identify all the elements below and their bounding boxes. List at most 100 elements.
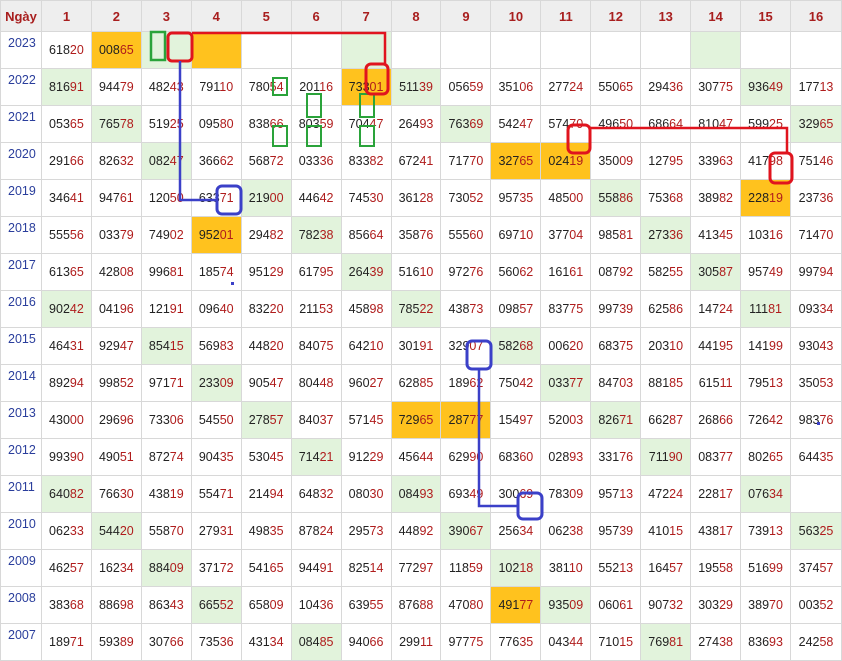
number-head-digits: 912	[348, 450, 370, 464]
number-head-digits: 296	[98, 413, 120, 427]
number-cell: 16161	[540, 253, 592, 291]
number-tail-digits: 91	[419, 339, 434, 353]
number-cell: 90547	[240, 364, 292, 402]
number-tail-digits: 74	[169, 450, 184, 464]
number-head-digits: 765	[98, 117, 120, 131]
number-head-digits: 710	[598, 635, 620, 649]
number-cell: 88409	[140, 549, 192, 587]
number-tail-digits: 39	[619, 524, 634, 538]
number-head-digits: 550	[598, 80, 620, 94]
number-tail-digits: 73	[469, 302, 484, 316]
number-tail-digits: 47	[519, 117, 534, 131]
number-cell: 62885	[390, 364, 442, 402]
number-cell: 14724	[690, 290, 742, 328]
column-header-15: 15	[740, 0, 792, 32]
number-tail-digits: 82	[719, 191, 733, 205]
number-tail-digits: 79	[119, 228, 134, 242]
number-cell: 57145	[340, 401, 392, 439]
number-tail-digits: 03	[569, 413, 584, 427]
number-head-digits: 141	[748, 339, 770, 353]
number-cell: 04196	[90, 290, 142, 328]
number-head-digits: 043	[548, 635, 570, 649]
number-cell: 73052	[440, 179, 492, 217]
number-cell: 44642	[290, 179, 342, 217]
number-tail-digits: 36	[319, 154, 334, 168]
number-tail-digits: 80	[219, 117, 234, 131]
number-cell: 16457	[640, 549, 692, 587]
row-year-label: 2010	[0, 512, 42, 550]
number-head-digits: 769	[648, 635, 670, 649]
number-tail-digits: 35	[219, 450, 234, 464]
number-cell: 02419	[540, 142, 592, 180]
number-tail-digits: 11	[719, 376, 733, 390]
number-cell: 62586	[640, 290, 692, 328]
number-cell: 84037	[290, 401, 342, 439]
number-cell: 98376	[790, 401, 842, 439]
number-head-digits: 904	[198, 450, 220, 464]
number-tail-digits: 17	[719, 487, 733, 501]
number-head-digits: 648	[298, 487, 320, 501]
number-tail-digits: 82	[69, 487, 84, 501]
number-head-digits: 957	[498, 191, 520, 205]
number-cell: 32907	[440, 327, 492, 365]
number-tail-digits: 88	[419, 598, 434, 612]
number-head-digits: 582	[498, 339, 520, 353]
number-tail-digits: 68	[519, 339, 534, 353]
number-head-digits: 033	[548, 376, 570, 390]
table-row: 2011 64082 76630 43819 55471 21494 64832 08030 0…	[0, 475, 842, 513]
number-head-digits: 383	[49, 598, 70, 612]
number-cell: 51925	[140, 105, 192, 143]
number-cell: 99739	[590, 290, 642, 328]
number-tail-digits: 64	[669, 117, 684, 131]
column-header-8: 8	[390, 0, 442, 32]
number-cell: 06233	[40, 512, 92, 550]
number-cell: 39067	[440, 512, 492, 550]
number-head-digits: 826	[98, 154, 120, 168]
number-tail-digits: 35	[269, 524, 284, 538]
number-cell: 45898	[340, 290, 392, 328]
number-tail-digits: 13	[769, 376, 783, 390]
number-head-digits: 936	[748, 80, 770, 94]
number-cell: 11859	[440, 549, 492, 587]
number-cell: 86343	[140, 586, 192, 624]
number-tail-digits: 47	[269, 376, 284, 390]
number-head-digits: 735	[198, 635, 220, 649]
number-cell: 10316	[740, 216, 792, 254]
number-tail-digits: 08	[119, 265, 134, 279]
table-row: 2008 38368 88698 86343 66552 65809 10436 63955 8…	[0, 586, 842, 624]
number-cell: 95129	[240, 253, 292, 291]
number-tail-digits: 36	[669, 228, 684, 242]
number-cell	[790, 31, 842, 69]
number-cell: 44820	[240, 327, 292, 365]
number-head-digits: 872	[148, 450, 170, 464]
number-head-digits: 837	[548, 302, 570, 316]
number-tail-digits: 14	[369, 561, 384, 575]
number-head-digits: 795	[748, 376, 770, 390]
number-tail-digits: 30	[369, 487, 384, 501]
number-head-digits: 430	[49, 413, 70, 427]
number-head-digits: 693	[448, 487, 470, 501]
number-head-digits: 053	[49, 117, 70, 131]
number-head-digits: 541	[248, 561, 270, 575]
number-cell: 78238	[290, 216, 342, 254]
number-cell: 95713	[590, 475, 642, 513]
number-tail-digits: 54	[269, 80, 284, 94]
number-tail-digits: 47	[169, 154, 184, 168]
number-head-digits: 520	[548, 413, 570, 427]
number-tail-digits: 10	[369, 339, 384, 353]
number-tail-digits: 76	[819, 413, 834, 427]
number-head-digits: 802	[748, 450, 770, 464]
number-tail-digits: 34	[819, 302, 834, 316]
number-head-digits: 438	[448, 302, 470, 316]
number-tail-digits: 06	[519, 80, 534, 94]
number-cell: 33176	[590, 438, 642, 476]
number-head-digits: 095	[198, 117, 220, 131]
number-head-digits: 776	[498, 635, 520, 649]
number-tail-digits: 24	[569, 80, 584, 94]
number-head-digits: 458	[348, 302, 370, 316]
number-tail-digits: 43	[169, 598, 184, 612]
number-head-digits: 629	[448, 450, 470, 464]
number-cell: 88698	[90, 586, 142, 624]
number-cell: 63955	[340, 586, 392, 624]
